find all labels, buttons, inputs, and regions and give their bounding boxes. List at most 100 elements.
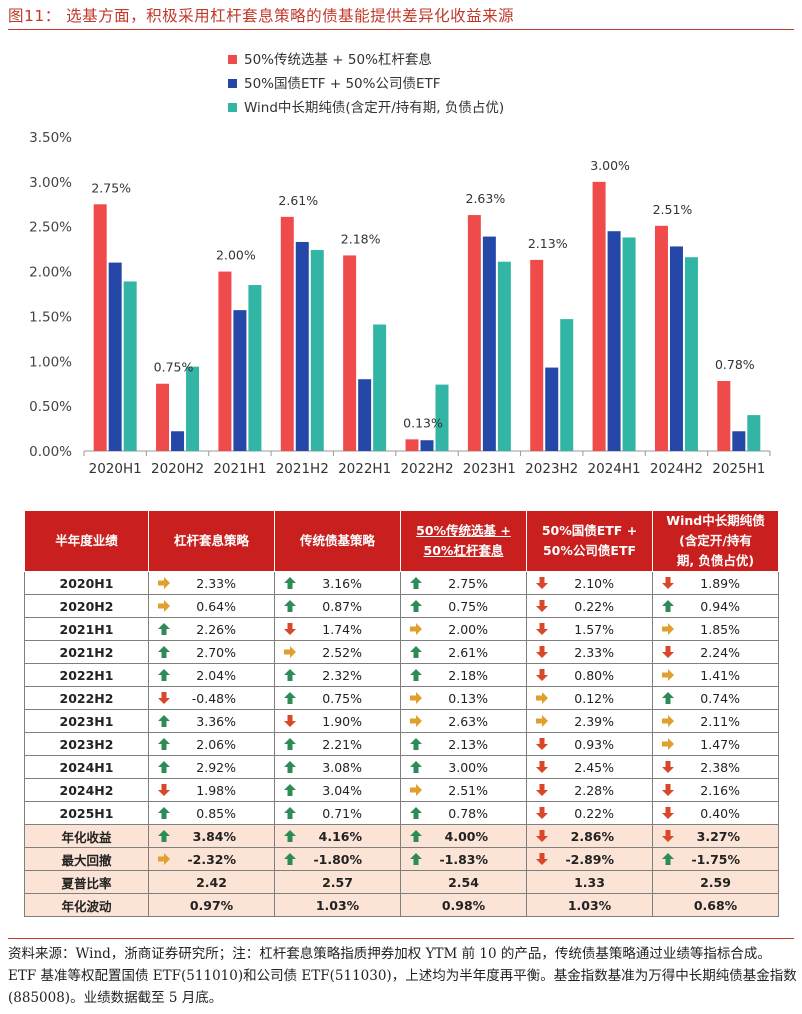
y-tick-label: 0.50% [29,399,72,415]
x-tick-label: 2024H2 [650,461,703,477]
arrow-up-icon [275,737,305,751]
cell-value: 2.52% [322,644,362,660]
data-label: 2.51% [653,202,693,217]
cell-value: 1.89% [700,575,740,591]
table-row: 2024H1 2.92% 3.08% 3.00% 2.45% 2.38% [24,755,779,779]
arrow-up-icon [401,576,431,590]
cell-value: 2.13% [448,736,488,752]
cell-value: 2.61% [448,644,488,660]
table-cell: 2.21% [274,732,401,756]
arrow-up-icon [401,829,431,843]
summary-row: 夏普比率 2.42 2.57 2.54 1.33 2.59 [24,870,779,894]
table-cell: 0.22% [526,801,653,825]
row-label: 最大回撤 [24,847,149,871]
table-cell: 2.10% [526,571,653,595]
data-label: 2.61% [278,193,318,208]
legend-label: Wind中长期纯债(含定开/持有期, 负债占优) [244,100,504,116]
bar [467,215,481,451]
table-cell: 3.08% [274,755,401,779]
arrow-down-icon [527,668,557,682]
arrow-up-icon [653,691,683,705]
row-label: 2023H2 [24,732,149,756]
data-label: 2.75% [91,180,131,195]
arrow-up-icon [275,852,305,866]
bar [295,241,309,451]
cell-value: 3.04% [322,782,362,798]
title-divider [8,29,794,30]
cell-value: 2.33% [196,575,236,591]
table-cell: 3.84% [148,824,275,848]
bar [607,231,621,451]
bar [684,257,698,451]
cell-value: 3.27% [696,828,740,844]
cell-value: 1.90% [322,713,362,729]
table-cell: 1.33 [526,870,653,894]
arrow-up-icon [149,737,179,751]
table-cell: 2.59 [652,870,779,894]
table-cell: 2.92% [148,755,275,779]
arrow-down-icon [527,783,557,797]
cell-value: 2.11% [700,713,740,729]
arrow-down-icon [527,645,557,659]
arrow-right-icon [527,691,557,705]
arrow-down-icon [653,806,683,820]
table-cell: 2.57 [274,870,401,894]
arrow-right-icon [401,691,431,705]
bar [654,225,668,451]
x-tick-label: 2023H2 [525,461,578,477]
bar [405,439,419,451]
column-header: 传统债基策略 [274,510,401,572]
bar [156,383,170,451]
data-label: 0.75% [154,360,194,375]
table-cell: 0.87% [274,594,401,618]
table-cell: 0.13% [400,686,527,710]
bar [123,281,137,451]
bar [373,324,387,451]
arrow-down-icon [653,783,683,797]
row-label: 年化收益 [24,824,149,848]
arrow-down-icon [149,691,179,705]
arrow-right-icon [401,714,431,728]
arrow-right-icon [401,783,431,797]
table-cell: 2.54 [400,870,527,894]
cell-value: 3.08% [322,759,362,775]
table-cell: 2.39% [526,709,653,733]
x-tick-label: 2024H1 [588,461,641,477]
bar [530,259,544,451]
arrow-up-icon [275,691,305,705]
table-cell: 0.12% [526,686,653,710]
column-header: 50%传统选基 +50%杠杆套息 [400,510,527,572]
table-cell: 0.71% [274,801,401,825]
table-cell: 0.98% [400,893,527,917]
arrow-up-icon [149,760,179,774]
table-cell: -0.48% [148,686,275,710]
x-tick-label: 2021H1 [213,461,266,477]
row-label: 夏普比率 [24,870,149,894]
arrow-down-icon [527,576,557,590]
bar [186,366,200,451]
arrow-up-icon [275,806,305,820]
cell-value: 2.04% [196,667,236,683]
arrow-down-icon [653,645,683,659]
cell-value: 0.93% [574,736,614,752]
bar [248,285,262,451]
arrow-up-icon [653,599,683,613]
cell-value: 1.41% [700,667,740,683]
cell-value: 1.57% [574,621,614,637]
x-tick-label: 2025H1 [712,461,765,477]
row-label: 2021H1 [24,617,149,641]
arrow-up-icon [401,599,431,613]
column-header: 杠杆套息策略 [148,510,275,572]
arrow-down-icon [527,737,557,751]
arrow-up-icon [401,760,431,774]
x-tick-label: 2022H1 [338,461,391,477]
arrow-up-icon [275,760,305,774]
bar [233,310,247,451]
row-label: 2020H2 [24,594,149,618]
table-cell: 1.74% [274,617,401,641]
x-tick-label: 2021H2 [276,461,329,477]
bar [310,250,324,451]
table-cell: 3.27% [652,824,779,848]
table-row: 2022H1 2.04% 2.32% 2.18% 0.80% 1.41% [24,663,779,687]
cell-value: 2.92% [196,759,236,775]
